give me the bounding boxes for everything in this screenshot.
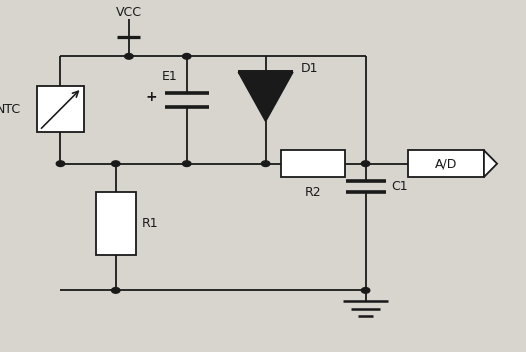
Circle shape xyxy=(183,161,191,166)
Text: D1: D1 xyxy=(301,62,318,75)
Bar xyxy=(408,150,484,177)
Bar xyxy=(96,192,136,255)
Text: +: + xyxy=(145,90,157,104)
Circle shape xyxy=(261,161,270,166)
Circle shape xyxy=(361,161,370,166)
Text: R2: R2 xyxy=(305,186,321,199)
Text: A/D: A/D xyxy=(434,157,457,170)
Bar xyxy=(281,150,345,177)
Circle shape xyxy=(112,288,120,293)
Text: C1: C1 xyxy=(391,180,408,193)
Text: E1: E1 xyxy=(162,70,178,83)
Polygon shape xyxy=(238,72,293,121)
Circle shape xyxy=(183,54,191,59)
Text: R1: R1 xyxy=(142,217,159,230)
Bar xyxy=(37,86,84,132)
Polygon shape xyxy=(484,150,497,177)
Text: VCC: VCC xyxy=(116,6,142,19)
Circle shape xyxy=(56,161,65,166)
Circle shape xyxy=(112,161,120,166)
Text: NTC: NTC xyxy=(0,103,21,115)
Circle shape xyxy=(125,54,133,59)
Circle shape xyxy=(361,288,370,293)
